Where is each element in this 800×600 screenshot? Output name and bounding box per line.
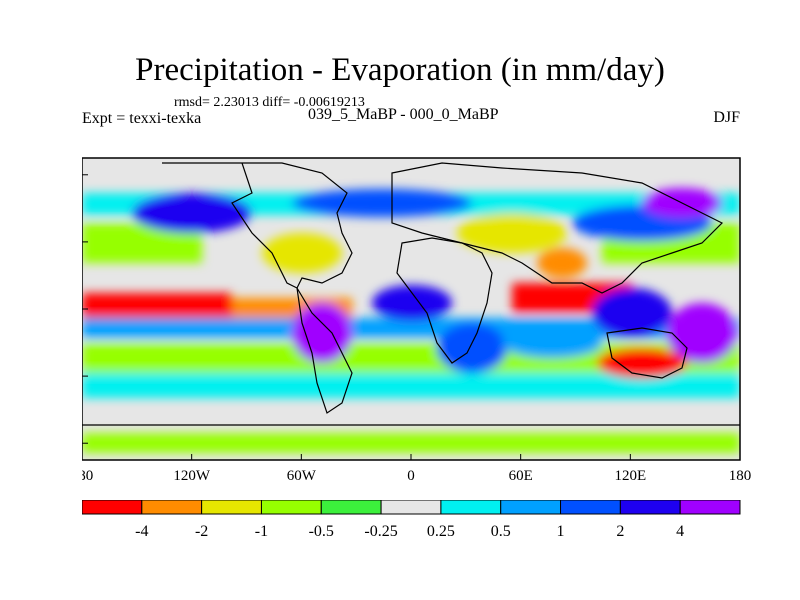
colorbar-label: 2: [616, 523, 624, 540]
lon-tick-label: 180: [729, 468, 752, 483]
lon-tick-label: 120E: [614, 468, 646, 483]
colorbar-label: 4: [676, 523, 684, 540]
colorbar-label: -0.5: [309, 523, 334, 540]
colorbar-box: [82, 500, 143, 515]
experiment-label: Expt = texxi-texka: [82, 110, 202, 127]
colorbar-box: [500, 500, 562, 515]
lon-tick-label: 120W: [173, 468, 211, 483]
lon-tick-label: 60E: [509, 468, 533, 483]
colorbar-box: [380, 500, 442, 515]
map-axes: 180120W60W060E120E18080N40N040S80S: [82, 174, 752, 483]
lon-tick-label: 60W: [287, 468, 317, 483]
colorbar-labels: -4 -2 -1 -0.5 -0.25 0.25 0.5 1 2 4: [135, 523, 684, 540]
rmsd-diff-stats: rmsd= 2.23013 diff= -0.00619213: [174, 95, 365, 110]
colorbar: -4 -2 -1 -0.5 -0.25 0.25 0.5 1 2 4: [82, 500, 741, 540]
colorbar-box: [141, 500, 203, 515]
colorbar-label: 0.5: [491, 523, 511, 540]
contour-fill: [82, 188, 740, 453]
colorbar-label: -4: [135, 523, 148, 540]
colorbar-box: [619, 500, 681, 515]
colorbar-label: 0.25: [427, 523, 455, 540]
colorbar-label: -1: [255, 523, 268, 540]
lon-tick-label: 0: [407, 468, 415, 483]
colorbar-label: -0.25: [364, 523, 397, 540]
colorbar-label: 1: [557, 523, 565, 540]
colorbar-box: [560, 500, 621, 515]
map-field: [82, 158, 740, 460]
plot-title: Precipitation - Evaporation (in mm/day): [135, 52, 665, 88]
precip-evap-map: 180120W60W060E120E18080N40N040S80S: [82, 157, 752, 483]
colorbar-box: [440, 500, 502, 515]
season-label: DJF: [713, 109, 740, 126]
lon-tick-label: 180: [82, 468, 93, 483]
colorbar-box: [320, 500, 382, 515]
continent-outlines: [82, 162, 740, 426]
colorbar-box: [201, 500, 262, 515]
colorbar-box: [679, 500, 741, 515]
experiment-name: 039_5_MaBP - 000_0_MaBP: [308, 106, 499, 123]
colorbar-boxes: [82, 500, 741, 515]
colorbar-box: [260, 500, 322, 515]
colorbar-label: -2: [195, 523, 208, 540]
